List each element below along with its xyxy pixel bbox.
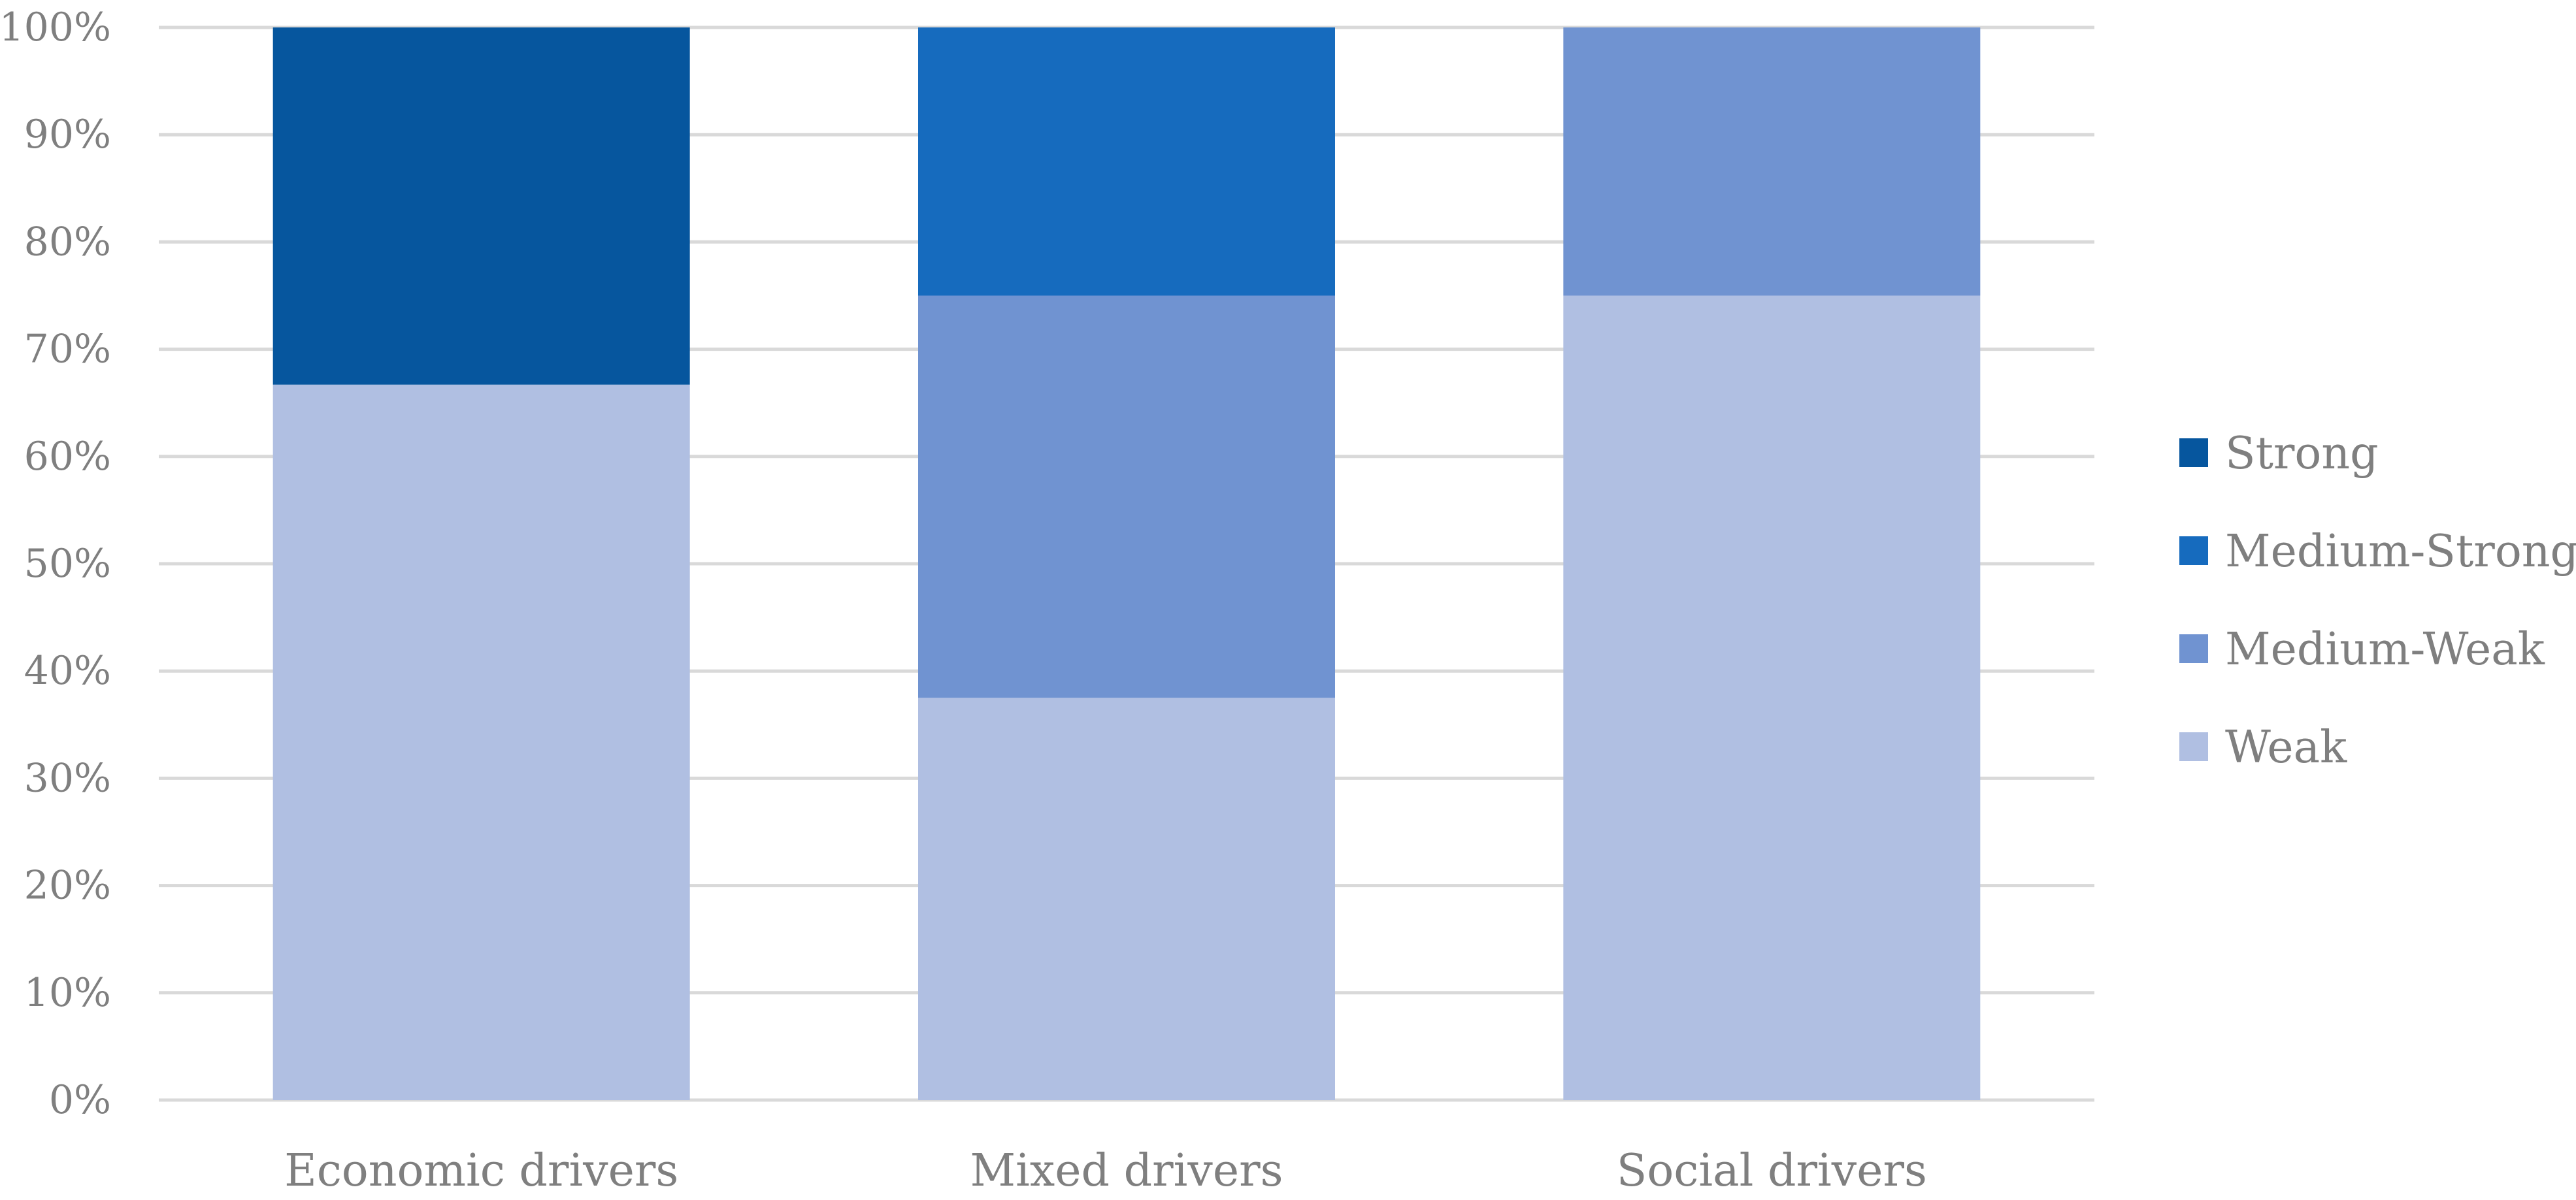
legend-label: Strong — [2225, 428, 2379, 479]
y-tick-label: 20% — [24, 863, 111, 909]
legend-swatch — [2179, 634, 2208, 663]
y-tick-label: 100% — [0, 5, 111, 50]
y-tick-label: 70% — [24, 327, 111, 372]
legend: Strong Medium-Strong Medium-Weak Weak — [2179, 428, 2576, 773]
legend-label: Weak — [2225, 722, 2347, 773]
y-tick-label: 0% — [49, 1077, 111, 1123]
bar-segment-weak — [272, 384, 690, 1100]
y-tick-label: 40% — [24, 648, 111, 694]
x-category-label: Mixed drivers — [970, 1145, 1283, 1197]
legend-swatch — [2179, 438, 2208, 467]
legend-label: Medium-Weak — [2225, 624, 2545, 675]
x-axis-category-labels: Economic drivers Mixed drivers Social driv… — [284, 1145, 1927, 1197]
y-axis-tick-labels: 0% 10% 20% 30% 40% 50% 60% 70% 80% 90% 100% — [0, 5, 111, 1123]
bar-segment-medium-weak — [918, 295, 1335, 698]
legend-item-medium-weak: Medium-Weak — [2179, 624, 2545, 675]
legend-swatch — [2179, 732, 2208, 761]
legend-swatch — [2179, 536, 2208, 565]
bar-segment-weak — [918, 698, 1335, 1100]
legend-label: Medium-Strong — [2225, 526, 2576, 577]
x-category-label: Social drivers — [1617, 1145, 1927, 1197]
legend-item-weak: Weak — [2179, 722, 2347, 773]
y-tick-label: 80% — [24, 219, 111, 265]
y-tick-label: 60% — [24, 434, 111, 479]
y-tick-label: 30% — [24, 755, 111, 801]
bar-segment-weak — [1563, 295, 1981, 1100]
y-tick-label: 10% — [24, 970, 111, 1016]
bars — [272, 27, 1981, 1100]
y-tick-label: 50% — [24, 541, 111, 587]
bar-segment-strong — [272, 27, 690, 385]
legend-item-strong: Strong — [2179, 428, 2379, 479]
legend-item-medium-strong: Medium-Strong — [2179, 526, 2576, 577]
bar-segment-medium-strong — [918, 27, 1335, 296]
bar-segment-medium-weak — [1563, 27, 1981, 296]
x-category-label: Economic drivers — [284, 1145, 678, 1197]
y-tick-label: 90% — [24, 112, 111, 157]
